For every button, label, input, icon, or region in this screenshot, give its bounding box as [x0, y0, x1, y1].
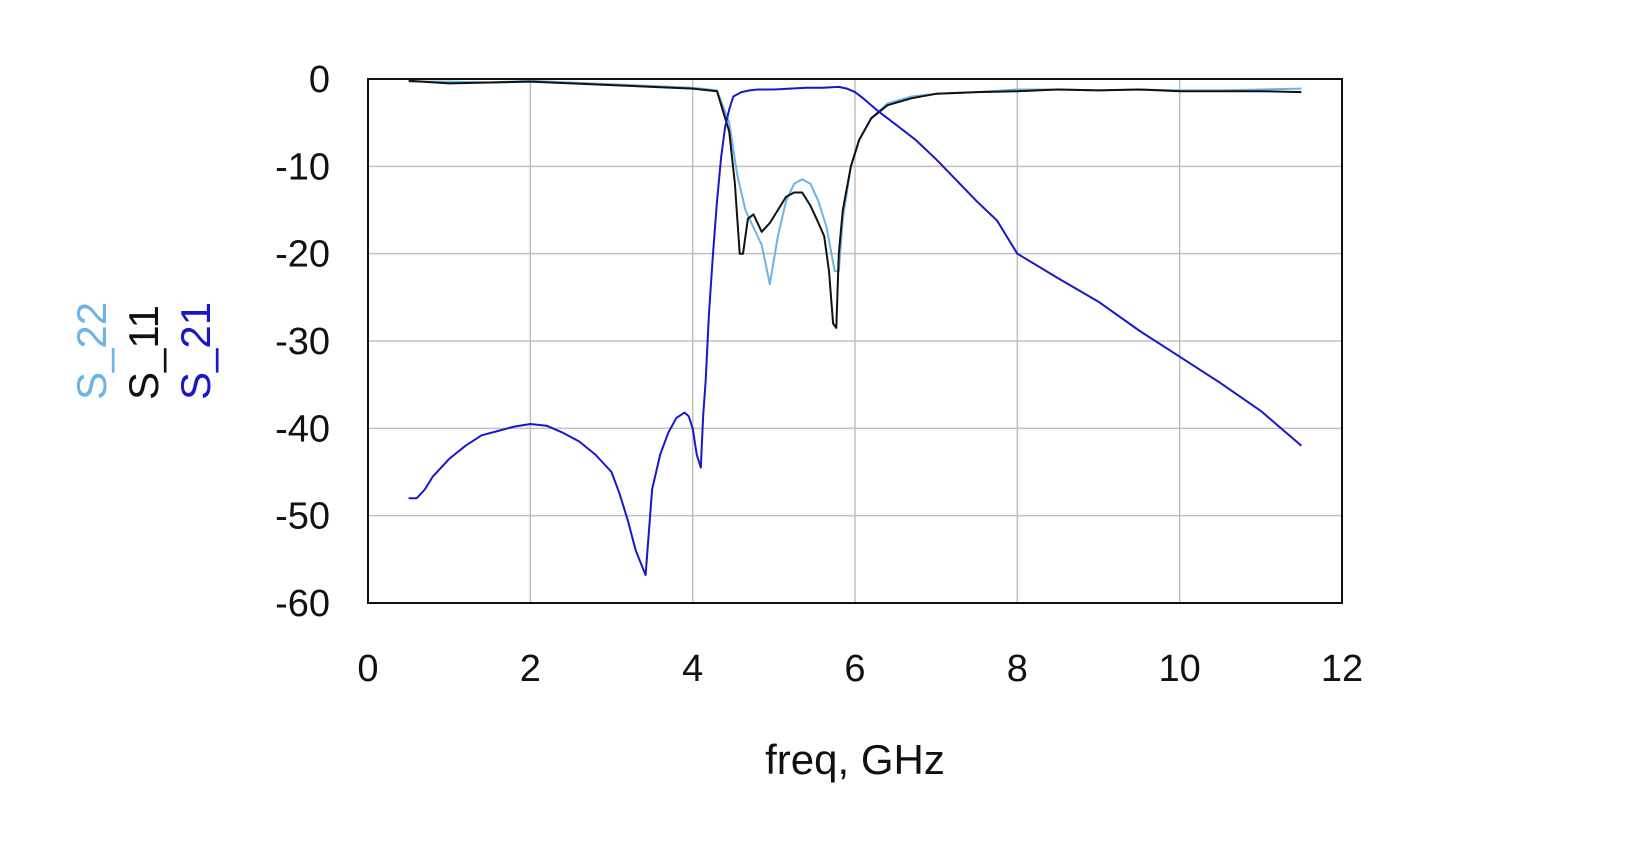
series-lines [408, 79, 1303, 577]
legend-entry-s-22: S_22 [68, 302, 115, 400]
grid-lines [368, 79, 1342, 603]
x-tick-label: 10 [1159, 648, 1201, 690]
x-tick-label: 0 [357, 648, 378, 690]
x-tick-label: 6 [844, 648, 865, 690]
y-tick-label: 0 [309, 59, 330, 101]
legend-entry-s-21: S_21 [172, 302, 219, 400]
x-tick-label: 2 [520, 648, 541, 690]
x-tick-label: 12 [1321, 648, 1363, 690]
tick-labels: 0 2 4 6 8 10 12 0 -10 -20 -30 -40 -50 -60 [275, 59, 1363, 690]
x-tick-label: 8 [1007, 648, 1028, 690]
y-tick-label: -60 [275, 583, 330, 625]
y-tick-label: -40 [275, 408, 330, 450]
series-line-s-11 [408, 79, 1302, 329]
y-tick-label: -10 [275, 146, 330, 188]
y-tick-label: -50 [275, 496, 330, 538]
x-axis-title: freq, GHz [765, 736, 945, 783]
series-line-s-21 [408, 85, 1303, 577]
plot-frame [367, 78, 1343, 604]
y-tick-label: -20 [275, 234, 330, 276]
y-tick-label: -30 [275, 321, 330, 363]
x-tick-label: 4 [682, 648, 703, 690]
legend: S_22 S_11 S_21 [68, 302, 219, 400]
legend-entry-s-11: S_11 [120, 305, 167, 400]
